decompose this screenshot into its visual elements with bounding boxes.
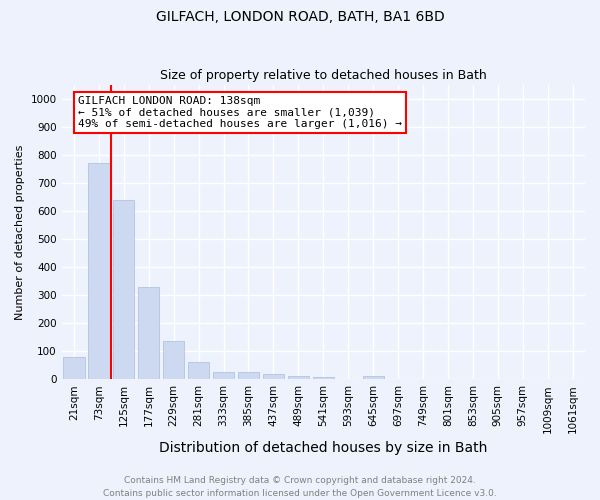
Bar — [188, 362, 209, 379]
X-axis label: Distribution of detached houses by size in Bath: Distribution of detached houses by size … — [159, 441, 487, 455]
Bar — [338, 378, 359, 379]
Bar — [138, 286, 160, 379]
Bar — [362, 376, 384, 379]
Bar — [288, 376, 309, 379]
Bar — [238, 372, 259, 379]
Bar — [64, 356, 85, 379]
Text: Contains HM Land Registry data © Crown copyright and database right 2024.
Contai: Contains HM Land Registry data © Crown c… — [103, 476, 497, 498]
Bar — [313, 377, 334, 379]
Y-axis label: Number of detached properties: Number of detached properties — [15, 144, 25, 320]
Text: GILFACH, LONDON ROAD, BATH, BA1 6BD: GILFACH, LONDON ROAD, BATH, BA1 6BD — [155, 10, 445, 24]
Text: GILFACH LONDON ROAD: 138sqm
← 51% of detached houses are smaller (1,039)
49% of : GILFACH LONDON ROAD: 138sqm ← 51% of det… — [78, 96, 402, 129]
Bar — [113, 200, 134, 379]
Bar — [88, 163, 110, 379]
Bar — [213, 372, 234, 379]
Bar — [263, 374, 284, 379]
Bar — [163, 342, 184, 379]
Title: Size of property relative to detached houses in Bath: Size of property relative to detached ho… — [160, 69, 487, 82]
